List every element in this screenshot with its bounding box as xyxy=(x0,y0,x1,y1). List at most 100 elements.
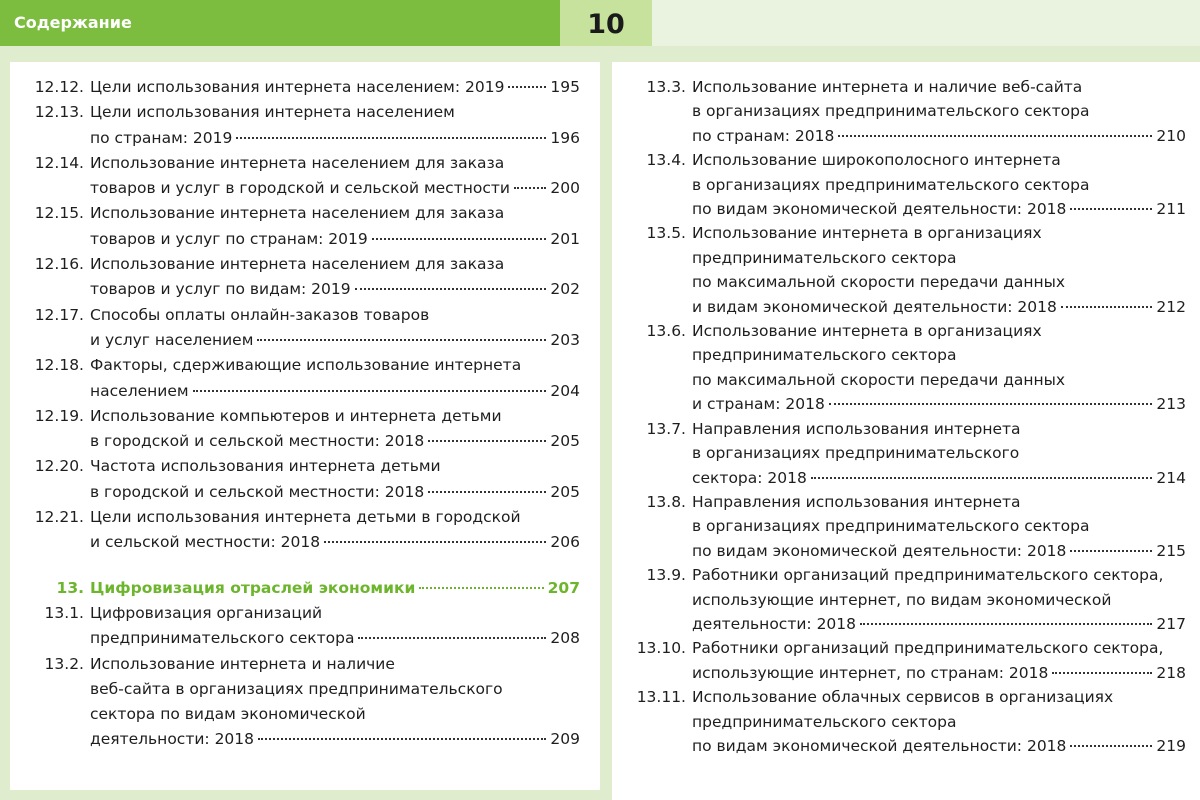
entry-line: в организациях предпринимательского сект… xyxy=(692,514,1186,538)
toc-entry: 12.20. Частота использования интернета де… xyxy=(18,454,580,505)
entry-text: предпринимательского сектора xyxy=(692,248,957,267)
entry-number: 13.3. xyxy=(646,78,686,96)
entry-text: Использование интернета населением для з… xyxy=(90,153,505,172)
entry-line: Цифровизация организаций xyxy=(90,601,580,626)
toc-entry: 13.6. Использование интернета в организац… xyxy=(620,319,1186,417)
entry-text: в организациях предпринимательского сект… xyxy=(692,175,1090,194)
entry-text: в организациях предпринимательского сект… xyxy=(692,102,1090,121)
entry-line: предпринимательского сектора xyxy=(692,343,1186,367)
entry-line: Использование интернета и наличие xyxy=(90,652,580,677)
leader xyxy=(236,136,547,139)
entry-text: и видам экономической деятельности: 2018 xyxy=(692,297,1057,316)
entry-text: использующие интернет, по странам: 2018 xyxy=(692,663,1049,682)
toc-entry: 12.21. Цели использования интернета детьм… xyxy=(18,505,580,556)
entry-line: в организациях предпринимательского сект… xyxy=(692,99,1186,123)
entry-page: 201 xyxy=(550,229,580,248)
entry-text: предпринимательского сектора xyxy=(90,629,355,648)
entry-line: по странам: 2019 196 xyxy=(90,126,580,151)
entry-page: 195 xyxy=(550,78,580,96)
entry-line: использующие интернет, по видам экономич… xyxy=(692,588,1186,612)
entry-number: 12.14. xyxy=(34,153,84,172)
entry-text: Цели использования интернета населением xyxy=(90,103,455,122)
entry-text: Использование широкополосного интернета xyxy=(692,151,1061,170)
toc-entry: 12.18. Факторы, сдерживающие использовани… xyxy=(18,353,580,404)
entry-page: 200 xyxy=(550,179,580,198)
entry-line: Использование интернета населением для з… xyxy=(90,201,580,226)
toc-entry: 13.8. Направления использования интернета… xyxy=(620,490,1186,563)
entry-page: 204 xyxy=(550,381,580,400)
entry-line: предпринимательского сектора 208 xyxy=(90,626,580,651)
entry-text: Работники организаций предпринимательско… xyxy=(692,566,1164,585)
leader xyxy=(860,622,1153,625)
entry-text: предпринимательского сектора xyxy=(692,712,957,731)
entry-line: Цели использования интернета населением:… xyxy=(90,75,580,100)
leader xyxy=(838,134,1153,137)
entry-text: по странам: 2019 xyxy=(90,128,233,147)
entry-text: веб-сайта в организациях предприниматель… xyxy=(90,679,503,698)
entry-page: 205 xyxy=(550,482,580,501)
entry-line: по видам экономической деятельности: 201… xyxy=(692,197,1186,221)
entry-text: предпринимательского сектора xyxy=(692,346,957,365)
entry-text: Использование интернета населением для з… xyxy=(90,255,505,274)
leader xyxy=(419,586,544,589)
entry-page: 217 xyxy=(1156,614,1186,633)
entry-line: и странам: 2018 213 xyxy=(692,392,1186,416)
entry-line: по странам: 2018 210 xyxy=(692,124,1186,148)
entry-line: предпринимательского сектора xyxy=(692,246,1186,270)
entry-number: 13.5. xyxy=(646,224,686,243)
left-column: 12.12. Цели использования интернета насел… xyxy=(18,75,580,753)
entry-page: 209 xyxy=(550,730,580,749)
entry-number: 12.19. xyxy=(34,406,84,425)
entry-text: Направления использования интернета xyxy=(692,492,1021,511)
entry-text: Цели использования интернета детьми в го… xyxy=(90,508,521,527)
leader xyxy=(358,637,547,640)
entry-text: Цифровизация организаций xyxy=(90,603,323,622)
toc-entry: 12.17. Способы оплаты онлайн-заказов това… xyxy=(18,303,580,354)
entry-text: Использование интернета в организациях xyxy=(692,322,1042,341)
entry-page: 206 xyxy=(550,533,580,552)
entry-line: Использование интернета и наличие веб-са… xyxy=(692,75,1186,99)
toc-entry: 12.14. Использование интернета населением… xyxy=(18,151,580,202)
entry-text: Использование интернета и наличие веб-са… xyxy=(692,78,1083,96)
entry-text: и странам: 2018 xyxy=(692,395,825,414)
toc-entry: 12.19. Использование компьютеров и интерн… xyxy=(18,404,580,455)
leader xyxy=(258,738,547,741)
entry-page: 212 xyxy=(1156,297,1186,316)
entry-text: населением xyxy=(90,381,189,400)
entry-page: 218 xyxy=(1156,663,1186,682)
leader xyxy=(1070,549,1153,552)
entry-number: 12.16. xyxy=(34,255,84,274)
leader xyxy=(1052,671,1153,674)
entry-text: Способы оплаты онлайн-заказов товаров xyxy=(90,305,430,324)
entry-line: сектора по видам экономической xyxy=(90,702,580,727)
section-page: 207 xyxy=(547,578,580,597)
entry-number: 13.7. xyxy=(646,419,686,438)
entry-line: Способы оплаты онлайн-заказов товаров xyxy=(90,303,580,328)
entry-text: сектора: 2018 xyxy=(692,468,807,487)
entry-number: 12.20. xyxy=(34,457,84,476)
entry-page: 213 xyxy=(1156,395,1186,414)
toc-entry: 13.9. Работники организаций предпринимате… xyxy=(620,563,1186,636)
leader xyxy=(354,288,547,291)
entry-line: товаров и услуг по видам: 2019 202 xyxy=(90,277,580,302)
toc-entry: 13.5. Использование интернета в организац… xyxy=(620,221,1186,319)
entry-line: Работники организаций предпринимательско… xyxy=(692,563,1186,587)
entry-number: 13.10. xyxy=(636,639,686,658)
entry-number: 12.21. xyxy=(34,508,84,527)
entry-text: сектора по видам экономической xyxy=(90,705,366,724)
entry-text: использующие интернет, по видам экономич… xyxy=(692,590,1112,609)
right-column: 13.3. Использование интернета и наличие в… xyxy=(620,75,1186,758)
entry-line: Использование широкополосного интернета xyxy=(692,148,1186,172)
left-panel xyxy=(10,62,600,790)
entry-text: по видам экономической деятельности: 201… xyxy=(692,200,1067,219)
toc-entry: 12.16. Использование интернета населением… xyxy=(18,252,580,303)
entry-page: 203 xyxy=(550,330,580,349)
entry-text: Использование интернета в организациях xyxy=(692,224,1042,243)
entry-line: в городской и сельской местности: 2018 20… xyxy=(90,429,580,454)
entry-line: предпринимательского сектора xyxy=(692,710,1186,734)
entry-line: Использование интернета в организациях xyxy=(692,319,1186,343)
entry-text: деятельности: 2018 xyxy=(692,614,857,633)
header-title: Содержание xyxy=(14,13,132,32)
entry-line: по видам экономической деятельности: 201… xyxy=(692,734,1186,758)
entry-line: по максимальной скорости передачи данных xyxy=(692,368,1186,392)
